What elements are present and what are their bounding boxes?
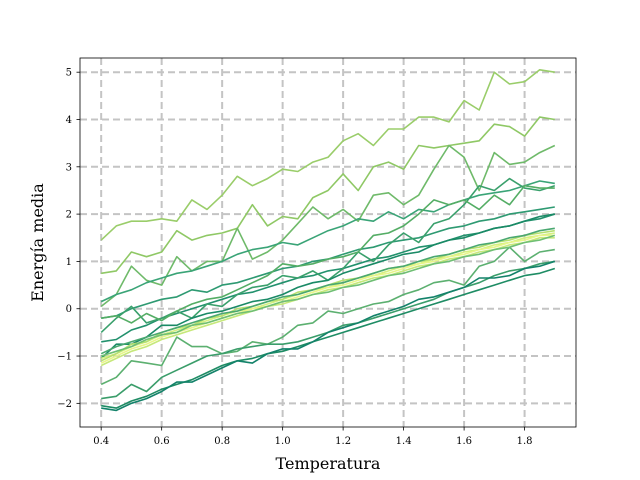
y-tick-label: −1 xyxy=(57,352,72,363)
series-line-18 xyxy=(101,260,556,412)
series-line-3 xyxy=(100,144,556,308)
y-tick-label: 1 xyxy=(66,257,72,268)
series-line-1 xyxy=(100,69,555,241)
y-tick-label: 2 xyxy=(66,210,72,221)
series-line-11 xyxy=(100,234,555,364)
x-tick-label: 1.8 xyxy=(517,436,533,447)
grid-lines xyxy=(80,58,576,427)
series-line-19 xyxy=(100,234,556,357)
y-axis-ticks: −2 −1 0 1 2 3 4 5 xyxy=(57,68,80,410)
x-tick-label: 1.6 xyxy=(456,436,472,447)
y-tick-label: 0 xyxy=(66,304,72,315)
series-line-15 xyxy=(100,246,555,386)
y-axis-label: Energía media xyxy=(28,183,47,302)
series-line-12 xyxy=(100,237,555,367)
x-axis-ticks: 0.4 0.6 0.8 1.0 1.2 1.4 1.6 1.8 xyxy=(93,427,533,447)
x-tick-label: 0.4 xyxy=(93,436,109,447)
x-tick-label: 1.2 xyxy=(335,436,351,447)
series-line-9 xyxy=(100,213,555,359)
x-tick-label: 0.6 xyxy=(154,436,170,447)
y-tick-label: 5 xyxy=(66,68,72,79)
series-line-2 xyxy=(101,116,555,275)
series-line-8 xyxy=(101,184,555,324)
y-tick-label: 3 xyxy=(66,162,72,173)
y-tick-label: 4 xyxy=(66,115,72,126)
series-line-14 xyxy=(100,227,555,355)
x-tick-label: 0.8 xyxy=(214,436,230,447)
x-tick-label: 1.0 xyxy=(275,436,291,447)
x-tick-label: 1.4 xyxy=(396,436,412,447)
plot-frame xyxy=(79,57,577,428)
x-axis-label: Temperatura xyxy=(276,454,381,473)
y-tick-label: −2 xyxy=(57,399,72,410)
series-line-4 xyxy=(100,180,555,303)
series-line-5 xyxy=(101,206,555,319)
series-lines xyxy=(100,69,556,412)
series-line-17 xyxy=(101,267,556,409)
